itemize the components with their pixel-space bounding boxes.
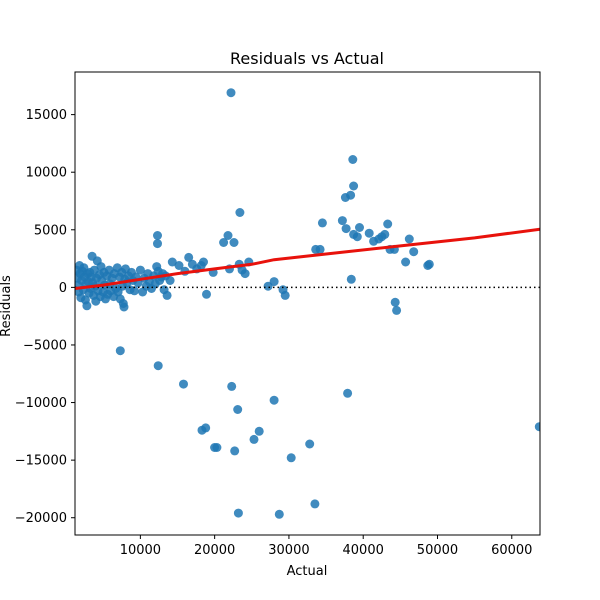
data-point [227, 381, 237, 391]
data-point [235, 208, 245, 217]
data-point [254, 426, 264, 436]
data-point [165, 276, 175, 285]
data-point [233, 508, 243, 518]
data-point [82, 301, 92, 311]
y-tick-label: −10000 [15, 396, 67, 411]
data-point [153, 231, 162, 240]
data-point [223, 231, 233, 240]
y-tick-label: 5000 [34, 223, 67, 238]
y-axis-label: Residuals [0, 275, 14, 337]
data-point [153, 361, 163, 371]
x-tick-label: 10000 [120, 543, 161, 558]
data-point [364, 228, 374, 238]
data-point [129, 286, 139, 296]
chart-title: Residuals vs Actual [230, 49, 384, 68]
data-point [174, 261, 184, 270]
data-point [269, 277, 279, 287]
data-point [310, 499, 320, 509]
data-point [343, 388, 353, 398]
data-point [337, 216, 347, 226]
data-point [162, 290, 172, 300]
data-point [229, 238, 239, 247]
data-point [179, 379, 188, 389]
data-point [226, 88, 236, 98]
data-point [346, 274, 356, 284]
data-point [167, 257, 177, 267]
data-point [341, 224, 351, 234]
x-tick-label: 60000 [491, 543, 532, 558]
data-point [274, 509, 284, 519]
data-point [315, 244, 325, 254]
data-point [280, 290, 290, 300]
data-point [115, 346, 125, 356]
axes: 10000 20000 30000 40000 50000 60000−20000−150… [15, 71, 541, 558]
data-point [392, 305, 402, 315]
data-point [352, 232, 362, 242]
x-axis-label: Actual [287, 564, 328, 579]
data-point [305, 439, 315, 449]
data-point [269, 395, 279, 405]
y-tick-label: 10000 [26, 166, 67, 181]
data-point [153, 239, 162, 249]
x-tick-label: 30000 [268, 543, 309, 558]
data-point [135, 265, 145, 275]
data-point [212, 443, 222, 452]
data-point [534, 422, 540, 432]
data-point [401, 257, 411, 267]
data-point [201, 423, 211, 433]
data-point [409, 247, 419, 257]
y-tick-label: −15000 [15, 454, 67, 469]
axes-frame [74, 71, 541, 536]
data-point [286, 453, 296, 463]
data-point [424, 259, 434, 269]
data-point [199, 257, 208, 267]
data-point [233, 405, 243, 414]
plot-area [75, 88, 540, 519]
data-point [390, 297, 400, 307]
data-point [380, 229, 390, 239]
plot-marks [75, 88, 540, 519]
data-point [249, 434, 259, 444]
data-point [317, 218, 327, 228]
y-tick-label: −5000 [23, 338, 67, 353]
data-point [202, 289, 211, 299]
data-point [230, 446, 240, 456]
data-point [348, 155, 358, 164]
data-point [383, 219, 393, 229]
x-tick-label: 50000 [417, 543, 458, 558]
data-point [349, 181, 359, 191]
data-point [346, 190, 356, 200]
data-point [404, 234, 414, 244]
trend-line [75, 227, 540, 290]
data-point [119, 302, 129, 312]
data-point [240, 269, 250, 279]
y-tick-label: 15000 [26, 108, 67, 123]
y-tick-label: 0 [59, 281, 67, 296]
data-point [219, 238, 229, 247]
y-tick-label: −20000 [15, 511, 67, 526]
x-tick-label: 40000 [343, 543, 384, 558]
data-point [184, 252, 194, 262]
data-point [355, 223, 364, 232]
x-tick-label: 20000 [194, 543, 235, 558]
